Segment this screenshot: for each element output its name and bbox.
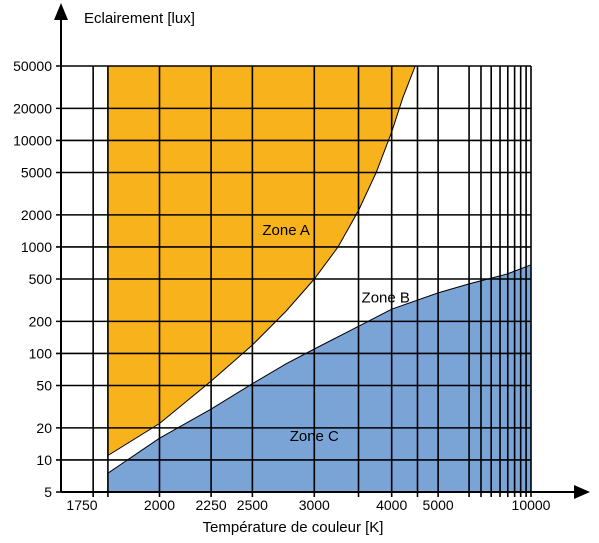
- y-axis-title: Eclairement [lux]: [84, 10, 195, 27]
- y-tick-label: 50000: [13, 58, 52, 74]
- zone-a-region: [107, 65, 416, 457]
- x-tick-label: 1750: [66, 497, 97, 513]
- x-tick-label: 10000: [512, 497, 551, 513]
- y-tick-label: 100: [29, 345, 53, 361]
- zone-label: Zone C: [290, 428, 339, 445]
- x-tick-label: 2250: [196, 497, 227, 513]
- y-axis-arrow: [54, 3, 68, 20]
- y-tick-label: 20000: [13, 100, 52, 116]
- y-tick-label: 50: [36, 378, 52, 394]
- zone-label: Zone A: [262, 222, 310, 239]
- y-tick-label: 2000: [21, 207, 52, 223]
- zone-labels: Zone A Zone B Zone C: [262, 222, 410, 445]
- y-tick-label: 20: [36, 420, 52, 436]
- y-tick-label: 5000: [21, 165, 52, 181]
- y-tick-labels: 5 10 20 50 100 200 500 1000 2000 5000 10000 20000 50…: [13, 58, 52, 500]
- y-tick-label: 500: [29, 271, 53, 287]
- x-axis-arrow: [574, 485, 590, 499]
- x-tick-label: 2500: [237, 497, 268, 513]
- y-tick-label: 10000: [13, 132, 52, 148]
- x-tick-label: 5000: [423, 497, 454, 513]
- y-tick-label: 1000: [21, 239, 52, 255]
- axes: [54, 3, 590, 499]
- x-tick-label: 4000: [376, 497, 407, 513]
- zone-label: Zone B: [362, 290, 410, 307]
- y-tick-label: 200: [29, 313, 53, 329]
- x-tick-labels: 1750 2000 2250 2500 3000 4000 5000 10000: [66, 497, 550, 513]
- y-tick-label: 5: [44, 484, 52, 500]
- y-tick-label: 10: [36, 452, 52, 468]
- x-tick-label: 2000: [144, 497, 175, 513]
- x-tick-label: 3000: [299, 497, 330, 513]
- x-axis-title: Température de couleur [K]: [203, 519, 384, 536]
